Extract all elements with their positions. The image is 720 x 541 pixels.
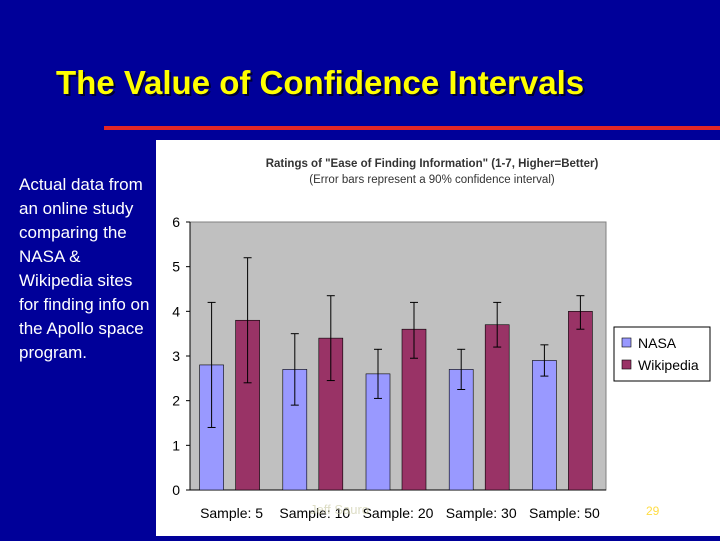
page-number: 29 [646,504,660,518]
legend-box [613,326,711,382]
y-tick-label: 6 [172,214,180,230]
y-tick-label: 3 [172,348,180,364]
x-category-label: Sample: 10 [279,505,350,521]
chart-title: Ratings of "Ease of Finding Information"… [266,158,599,170]
legend-swatch-wikipedia [621,359,632,370]
x-category-label: Sample: 50 [529,505,600,521]
y-tick-label: 0 [172,482,180,498]
side-description: Actual data from an online study compari… [19,175,150,362]
y-tick-label: 4 [172,303,180,319]
footer-text: Jeff Sauro [310,502,370,517]
slide-title: The Value of Confidence Intervals [56,64,585,101]
chart-panel: Ratings of "Ease of Finding Information"… [156,140,720,536]
title-divider [104,126,720,130]
x-category-label: Sample: 20 [363,505,434,521]
legend-label-nasa: NASA [638,335,677,351]
legend-label-wikipedia: Wikipedia [638,357,699,373]
y-tick-label: 1 [172,437,180,453]
legend-swatch-nasa [621,337,632,348]
bar-wikipedia [484,324,510,491]
error-bar-chart: Ratings of "Ease of Finding Information"… [172,158,711,521]
x-category-label: Sample: 30 [446,505,517,521]
bar-nasa [532,360,557,491]
chart-subtitle: (Error bars represent a 90% confidence i… [309,174,555,186]
bar-wikipedia [568,311,593,491]
x-category-label: Sample: 5 [200,505,263,521]
y-tick-label: 5 [172,259,180,275]
y-tick-label: 2 [172,393,180,409]
